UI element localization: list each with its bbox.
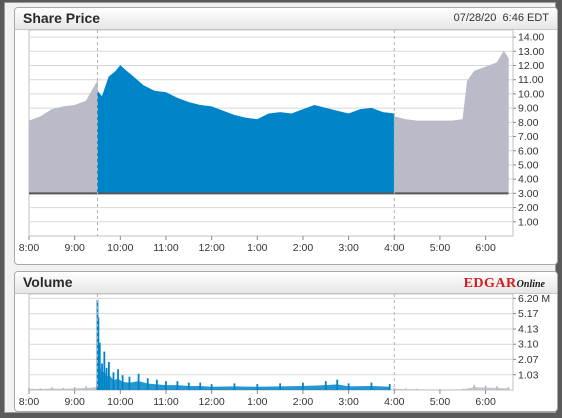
volume-xtick-label: 5:00 [430,396,451,408]
price-area-regular [97,65,395,194]
price-ytick-label: 5.00 [518,159,539,171]
price-ytick-label: 2.00 [518,202,539,214]
price-ytick-label: 14.00 [518,32,544,44]
price-ytick-label: 10.00 [518,88,544,100]
volume-xtick-label: 3:00 [338,396,359,408]
price-ytick-label: 1.00 [518,216,539,228]
volume-xtick-label: 8:00 [19,396,40,408]
share-price-chart: 1.00 2.00 3.00 4.00 5.00 6.00 7.00 8.00 9.00 10.0… [19,29,544,254]
volume-xtick-label: 6:00 [475,396,496,408]
volume-xtick-label: 4:00 [384,396,405,408]
price-ytick-label: 3.00 [518,188,539,200]
price-xtick-label: 4:00 [384,242,405,254]
volume-xtick-label: 9:00 [64,396,85,408]
share-price-header: Share Price 07/28/20 6:46 EDT [15,8,557,30]
volume-xtick-label: 1:00 [247,396,268,408]
volume-band-regular [97,340,390,390]
brand-sub: Online [516,279,545,290]
price-ytick-label: 7.00 [518,131,539,143]
price-ytick-label: 11.00 [518,74,544,86]
volume-xtick-label: 2:00 [293,396,314,408]
timestamp-time: 6:46 EDT [502,12,549,24]
price-xtick-label: 2:00 [293,242,314,254]
price-ytick-label: 8.00 [518,117,539,129]
chart-frame: Share Price 07/28/20 6:46 EDT 1.00 2.00 3.… [4,2,558,413]
price-xtick-label: 10:00 [107,242,133,254]
price-area-after-hours [393,50,509,194]
brand-main: EDGAR [463,276,517,291]
share-price-title: Share Price [23,10,101,26]
price-xtick-label: 5:00 [430,242,451,254]
price-ytick-label: 13.00 [518,46,544,58]
volume-title: Volume [23,274,73,290]
price-ytick-label: 12.00 [518,60,544,72]
volume-ytick-label: 4.13 [518,324,539,336]
volume-band-after-hours [394,387,509,390]
volume-band-pre-market [29,387,98,390]
price-xtick-label: 6:00 [475,242,496,254]
price-xtick-label: 1:00 [247,242,268,254]
volume-panel: Volume EDGAROnline 1.03 2.07 3.10 4.13 5.17 6… [14,271,558,412]
volume-ytick-label: 5.17 [518,308,539,320]
price-xtick-label: 11:00 [153,242,179,254]
volume-xtick-label: 11:00 [153,396,179,408]
volume-xtick-label: 10:00 [107,396,133,408]
price-ytick-label: 9.00 [518,103,539,115]
volume-xtick-label: 12:00 [199,396,225,408]
timestamp-date: 07/28/20 [453,12,497,24]
share-price-panel: Share Price 07/28/20 6:46 EDT 1.00 2.00 3.… [14,7,558,265]
timestamp: 07/28/20 6:46 EDT [454,12,549,24]
edgar-online-logo[interactable]: EDGAROnline [464,276,545,291]
volume-ytick-label: 3.10 [518,339,539,351]
price-xtick-label: 12:00 [199,242,225,254]
price-ytick-label: 6.00 [518,145,539,157]
volume-ytick-label: 2.07 [518,354,539,366]
volume-ytick-label: 6.20 M [518,293,550,305]
price-xtick-label: 3:00 [338,242,359,254]
volume-chart: 1.03 2.07 3.10 4.13 5.17 6.20 M 8:00 9:00 10:00 1… [19,293,550,408]
price-xtick-label: 8:00 [19,242,40,254]
price-xtick-label: 9:00 [64,242,85,254]
price-ytick-label: 4.00 [518,174,539,186]
volume-ytick-label: 1.03 [518,369,539,381]
